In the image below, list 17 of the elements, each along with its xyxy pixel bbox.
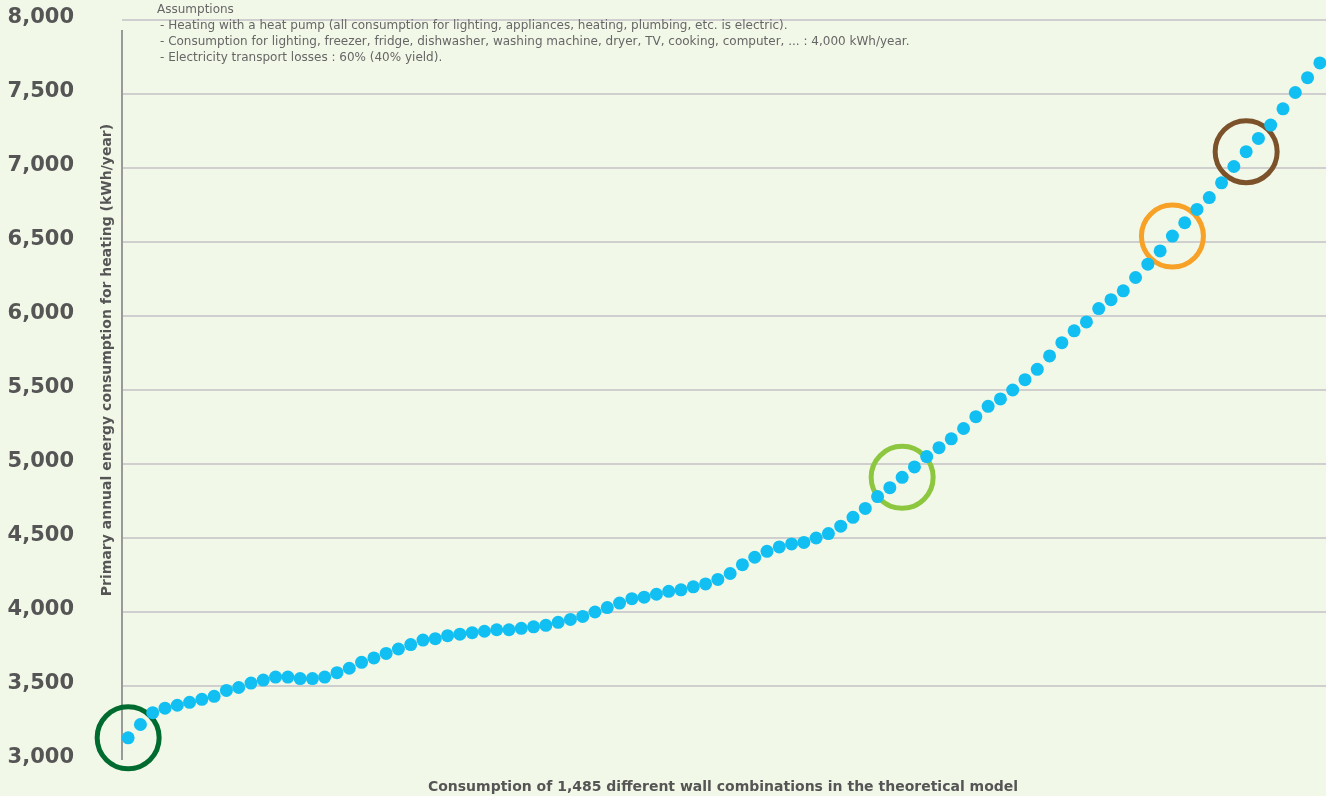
y-tick-label: 6,000	[7, 299, 74, 324]
y-tick-label: 7,500	[7, 77, 74, 102]
y-tick-label: 8,000	[7, 3, 74, 28]
text: Assumptions	[157, 2, 234, 16]
y-tick-label: 3,000	[7, 743, 74, 768]
y-axis-title: Primary annual energy consumption for heating (kWh/year)	[98, 123, 114, 597]
y-tick-label: 5,000	[7, 447, 74, 472]
annotation: - Heating with a heat pump (all consumption for lighting, appliances, heating, plumbing, etc. is electric).	[160, 18, 788, 32]
y-tick-label: 6,500	[7, 225, 74, 250]
y-tick-label: 5,500	[7, 373, 74, 398]
y-tick-label: 4,000	[7, 595, 74, 620]
annotation: - Electricity transport losses : 60% (40% yield).	[160, 50, 443, 64]
y-tick-label: 3,500	[7, 669, 74, 694]
annotation: - Consumption for lighting, freezer, fridge, dishwasher, washing machine, dryer, TV, cooking, computer, ... : 4,000 kWh/year.	[160, 34, 910, 48]
y-tick-label: 4,500	[7, 521, 74, 546]
x-axis-title: Consumption of 1,485 different wall combinations in the theoretical model	[427, 778, 1019, 794]
y-tick-label: 7,000	[7, 151, 74, 176]
